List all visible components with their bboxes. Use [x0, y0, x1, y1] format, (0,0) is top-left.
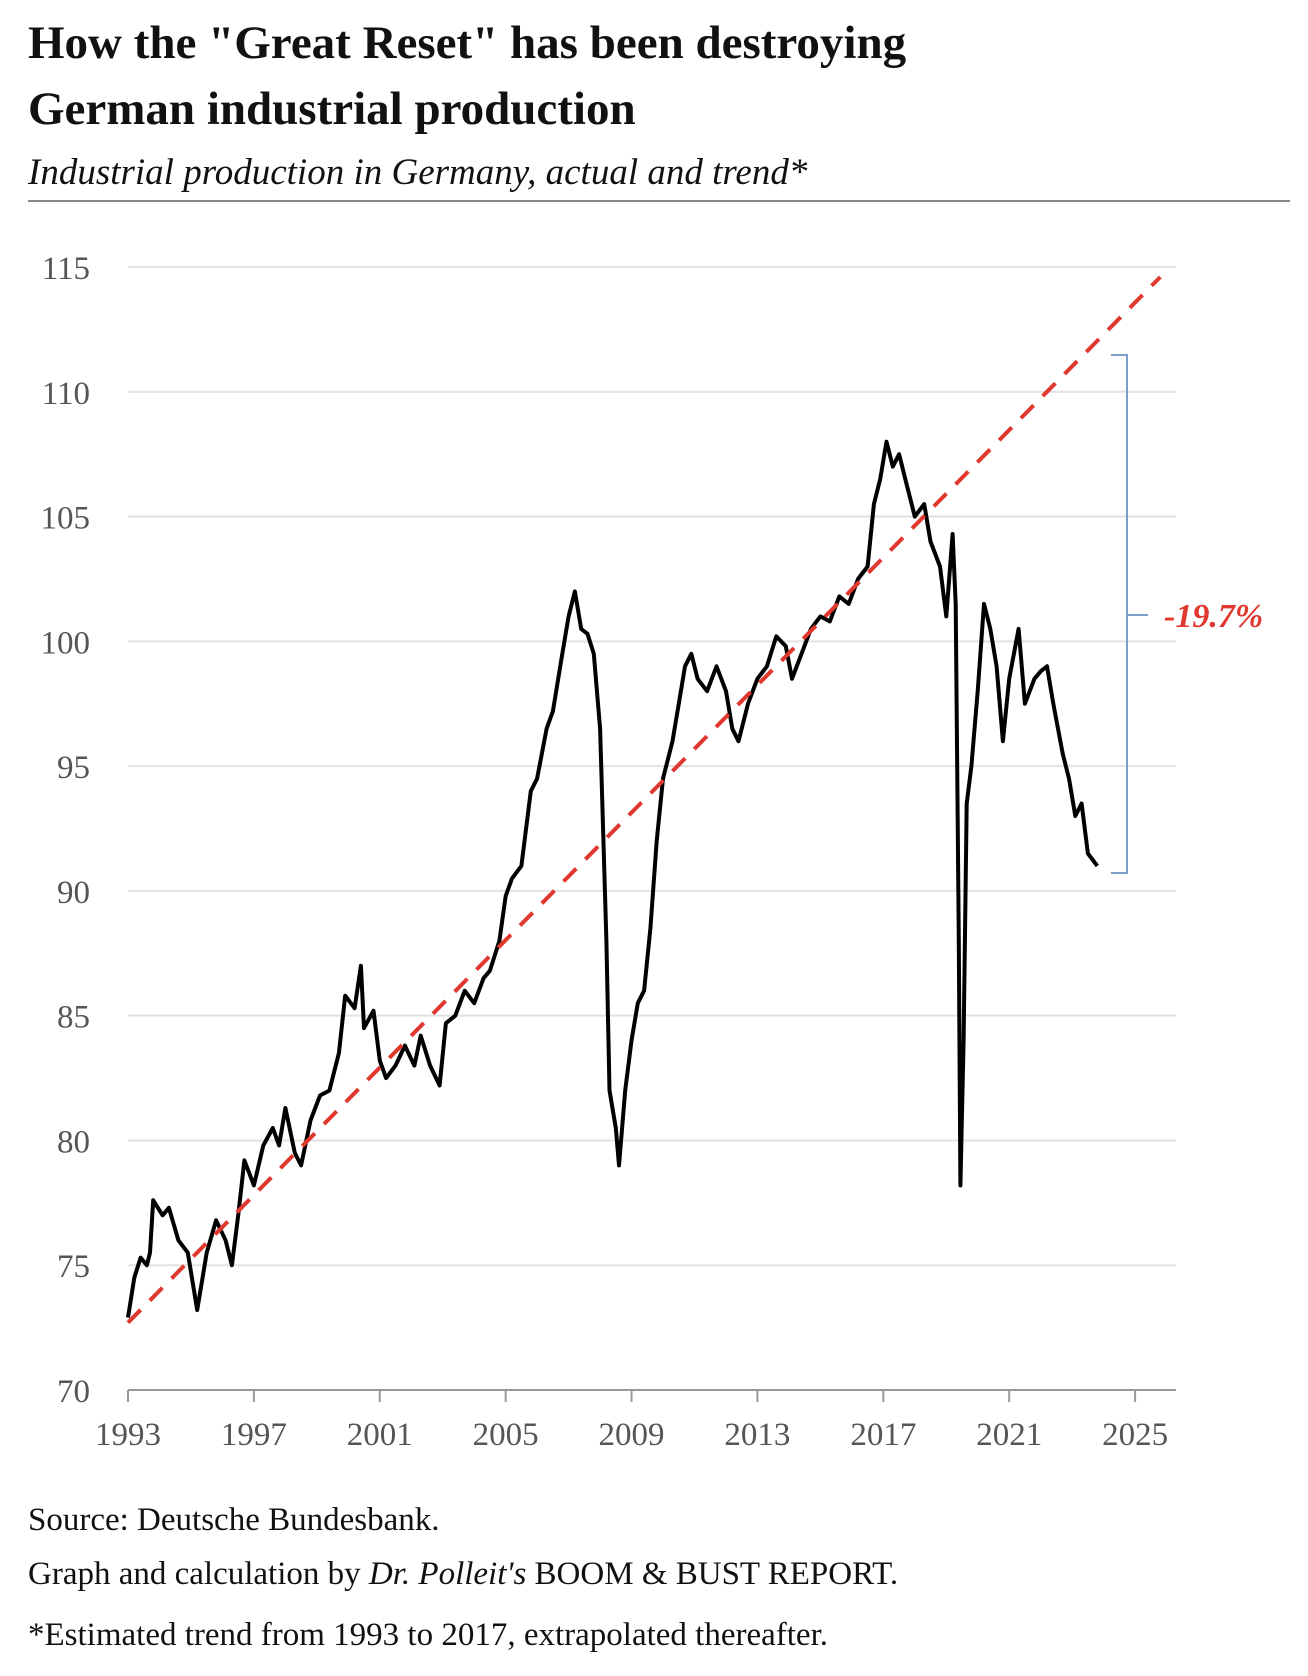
credit-text: Dr. Polleit's	[368, 1556, 526, 1592]
credit-text: BOOM & BUST REPORT.	[526, 1556, 898, 1592]
y-tick-label: 80	[57, 1124, 90, 1160]
annotation: -19.7%	[1164, 598, 1263, 635]
y-tick-label: 85	[57, 1000, 90, 1036]
credit-text: Graph and calculation by	[28, 1556, 369, 1592]
chart-title: How the "Great Reset" has been destroyin…	[28, 17, 907, 69]
x-tick-label: 1993	[95, 1417, 161, 1453]
y-tick-label: 110	[42, 376, 90, 412]
source: Source: Deutsche Bundesbank.	[28, 1502, 440, 1538]
y-tick-label: 70	[57, 1374, 90, 1410]
bracket	[1111, 354, 1148, 874]
trend-line	[126, 275, 1162, 1325]
footnote: *Estimated trend from 1993 to 2017, extr…	[28, 1617, 828, 1653]
x-tick-label: 2021	[976, 1417, 1042, 1453]
x-tick-label: 2001	[347, 1417, 413, 1453]
x-tick-label: 2017	[850, 1417, 916, 1453]
data-line	[126, 439, 1099, 1318]
chart-subtitle: Industrial production in Germany, actual…	[27, 152, 808, 193]
y-tick-label: 105	[41, 501, 91, 537]
x-tick-label: 2005	[473, 1417, 539, 1453]
y-tick-label: 95	[57, 750, 90, 786]
y-tick-label: 90	[57, 875, 90, 911]
chart-title: German industrial production	[28, 83, 636, 135]
x-tick-label: 2025	[1102, 1417, 1168, 1453]
x-tick-label: 2009	[599, 1417, 665, 1453]
x-tick-label: 2013	[724, 1417, 790, 1453]
credit: Graph and calculation by Dr. Polleit's B…	[28, 1556, 898, 1592]
y-tick-label: 115	[42, 251, 90, 287]
plot-area: 70 75 80 85 90 95 100 105 110 115 1993 1997 2001 2005…	[41, 251, 1176, 1453]
y-tick-label: 100	[41, 625, 91, 661]
x-tick-label: 1997	[221, 1417, 287, 1453]
y-tick-label: 75	[57, 1249, 90, 1285]
